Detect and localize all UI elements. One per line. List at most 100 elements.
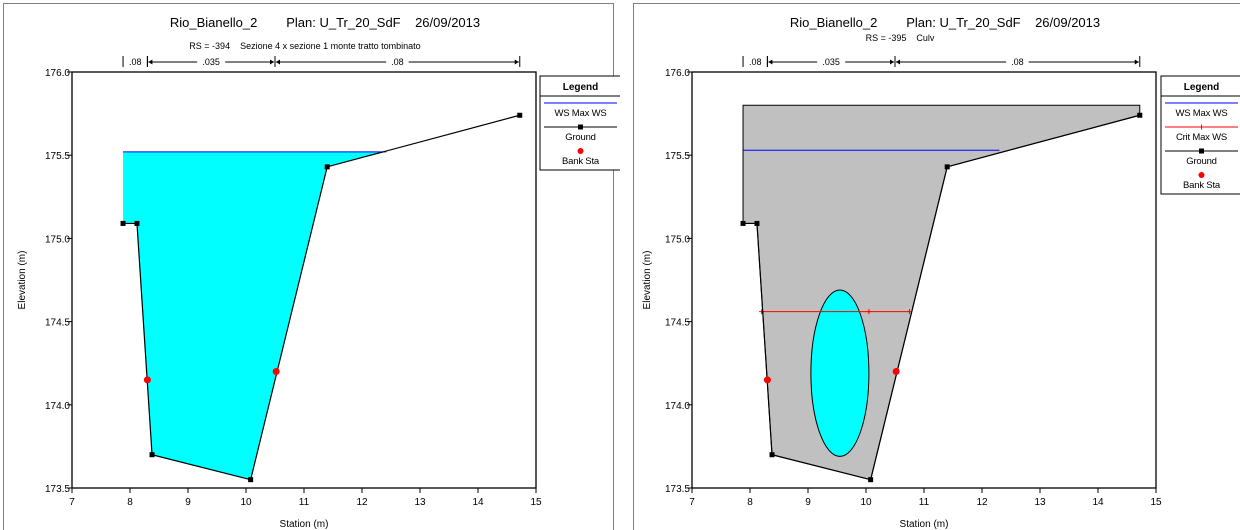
x-tick-label: 14 [1092,497,1104,508]
mannings-label-bg [123,57,147,67]
mannings-label: .08 [749,57,762,67]
chart-panel-left: Rio_Bianello_2 Plan: U_Tr_20_SdF 26/09/2… [3,3,620,530]
y-tick-label: 175.0 [45,234,70,245]
mannings-arrow [276,59,280,65]
ground-point [740,220,746,226]
bank-station-point [272,368,280,376]
y-tick-label: 174.0 [45,401,70,412]
mannings-arrow [768,59,773,65]
mannings-label: .035 [822,57,840,67]
y-tick-label: 175.0 [665,234,690,245]
mannings-bar: .08 .035 .08 [742,56,1141,67]
mannings-label-bg [1006,57,1029,67]
x-axis: 7 8 9 10 11 12 13 14 15 [689,488,1162,508]
legend-swatch-marker [1199,124,1204,130]
x-axis-label: Station (m) [900,519,949,530]
mannings-label: .08 [391,57,404,67]
legend-entry-label: Bank Sta [562,156,600,167]
x-tick-label: 13 [414,497,426,508]
plot-content [120,112,523,483]
x-tick-label: 8 [747,497,753,508]
bank-station-point [892,368,900,376]
chart-panel-right: Rio_Bianello_2 Plan: U_Tr_20_SdF 26/09/2… [633,3,1240,530]
legend-entry-label: Ground [565,132,596,143]
mannings-arrow [890,59,894,65]
ground-point [769,452,775,458]
x-tick-label: 7 [689,497,695,508]
y-axis: 173.5 174.0 174.5 175.0 175.5 176.0 [665,68,692,495]
x-tick-label: 8 [127,497,133,508]
y-axis-label: Elevation (m) [17,251,28,310]
legend-swatch-marker [577,148,584,154]
bank-station-point [143,376,151,384]
ground-point [149,452,155,458]
x-tick-label: 9 [185,497,191,508]
ground-point [944,164,950,170]
x-tick-label: 15 [530,497,542,508]
mannings-label: .08 [1011,57,1024,67]
mannings-label-bg [197,57,226,67]
plot-content [740,104,1143,483]
y-tick-label: 174.5 [45,318,70,329]
legend-entry-label: WS Max WS [1175,108,1227,119]
mannings-arrow [1134,59,1139,65]
y-tick-label: 175.5 [45,151,70,162]
ground-point [517,112,523,118]
mannings-arrow [270,59,274,65]
x-tick-label: 15 [1150,497,1162,508]
x-tick-label: 11 [299,497,310,508]
x-tick-label: 7 [69,497,75,508]
crit-marker [866,309,872,315]
ground-point [324,164,330,170]
x-tick-label: 14 [472,497,484,508]
legend-title: Legend [1184,82,1220,93]
x-tick-label: 9 [805,497,811,508]
x-tick-label: 12 [356,497,368,508]
ground-point [134,220,140,226]
legend: Legend WS Max WS Crit Max WS Ground Bank Sta [1160,75,1240,195]
mannings-label-bg [817,57,846,67]
chart-title: Rio_Bianello_2 Plan: U_Tr_20_SdF 26/09/2… [170,15,480,30]
x-axis-label: Station (m) [280,519,329,530]
legend-entry-label: Ground [1186,156,1217,167]
chart-subtitle: RS = -394 Sezione 4 x sezione 1 monte tr… [189,41,420,51]
x-tick-label: 10 [240,497,252,508]
y-axis: 173.5 174.0 174.5 175.0 175.5 176.0 [45,68,72,495]
mannings-arrow [896,59,900,65]
mannings-label-bg [743,57,767,67]
y-tick-label: 174.5 [665,318,690,329]
mannings-arrow [514,59,519,65]
legend-swatch-marker [1199,148,1204,154]
legend-swatch-marker [1198,172,1205,178]
mannings-bar: .08 .035 .08 [122,56,521,67]
ground-point [248,477,254,483]
bank-station-point [763,376,771,384]
water-fill [123,151,387,480]
ground-point [1137,112,1143,118]
x-axis: 7 8 9 10 11 12 13 14 15 [69,488,542,508]
mannings-label-bg [386,57,409,67]
legend: Legend WS Max WS Ground Bank Sta [539,75,620,171]
legend-entry-label: Bank Sta [1183,180,1221,191]
y-tick-label: 173.5 [45,484,70,495]
y-tick-label: 173.5 [665,484,690,495]
y-tick-label: 176.0 [45,68,70,79]
ground-point [754,220,760,226]
legend-entry-label: Crit Max WS [1176,132,1227,143]
legend-swatch-marker [578,124,583,130]
chart-subtitle: RS = -395 Culv [866,33,935,43]
x-tick-label: 12 [976,497,988,508]
y-tick-label: 175.5 [665,151,690,162]
y-tick-label: 176.0 [665,68,690,79]
culvert-opening [810,289,870,457]
legend-box [539,75,620,171]
mannings-arrow [148,59,153,65]
legend-title: Legend [563,82,599,93]
mannings-label: .08 [129,57,142,67]
chart-title: Rio_Bianello_2 Plan: U_Tr_20_SdF 26/09/2… [790,15,1100,30]
x-tick-label: 11 [919,497,930,508]
x-tick-label: 13 [1034,497,1046,508]
mannings-label: .035 [202,57,220,67]
x-tick-label: 10 [860,497,872,508]
ground-point [868,477,874,483]
